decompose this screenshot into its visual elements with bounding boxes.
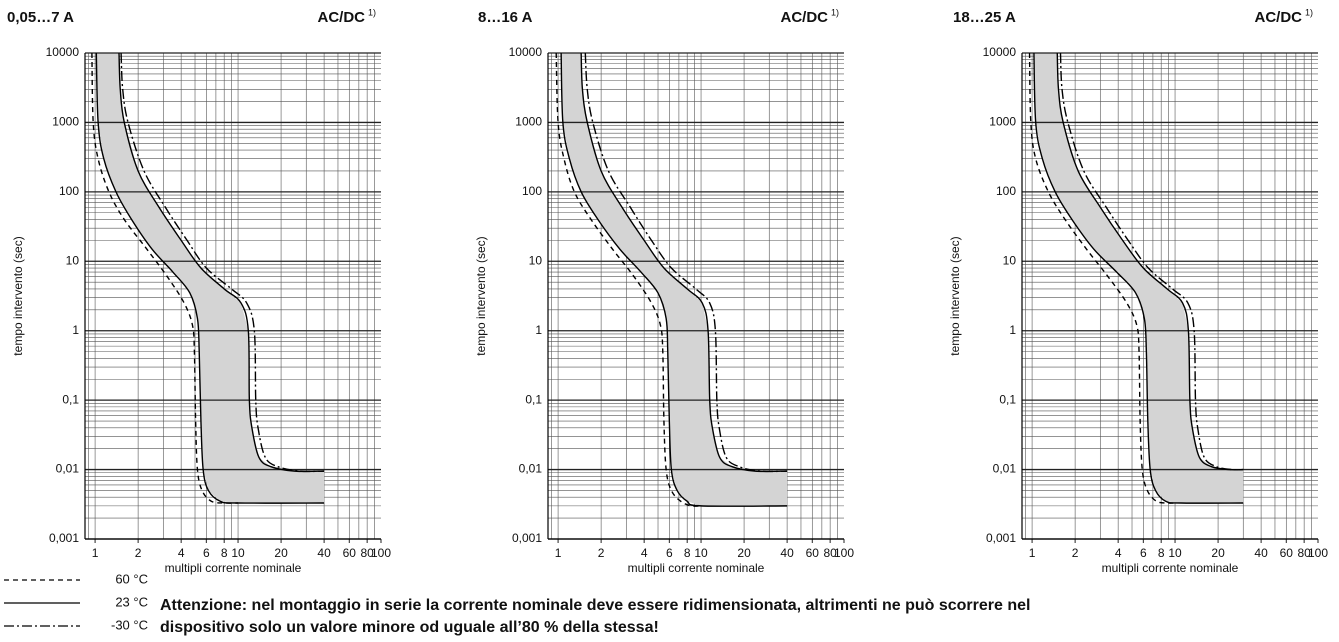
y-axis-label: tempo intervento (sec) (474, 236, 488, 355)
y-axis-label: tempo intervento (sec) (948, 236, 962, 355)
curve (95, 52, 325, 504)
x-tick-label: 80 (823, 546, 837, 560)
x-tick-label: 1 (1029, 546, 1036, 560)
x-tick-label: 60 (343, 546, 357, 560)
curve (120, 52, 325, 473)
y-tick-label: 100 (522, 184, 542, 198)
legend-label: 60 °C (115, 571, 148, 586)
x-tick-label: 4 (641, 546, 648, 560)
y-axis-label: tempo intervento (sec) (11, 236, 25, 355)
x-tick-label: 2 (135, 546, 142, 560)
footnote-mark: 1) (368, 7, 376, 17)
y-tick-label: 1000 (515, 115, 542, 129)
curve (584, 52, 788, 473)
x-tick-label: 40 (317, 546, 331, 560)
y-tick-label: 10000 (983, 45, 1017, 59)
chart-subtitle: AC/DC (781, 9, 829, 26)
tolerance-band (561, 53, 788, 506)
chart-title: 18…25 A (953, 9, 1016, 26)
y-tick-label: 100 (996, 184, 1016, 198)
y-tick-label: 1 (72, 323, 79, 337)
y-tick-label: 1 (1009, 323, 1016, 337)
note: dispositivo solo un valore minore od ugu… (160, 619, 659, 636)
x-tick-label: 2 (598, 546, 605, 560)
x-tick-label: 6 (1140, 546, 1147, 560)
legend-label: 23 °C (115, 594, 148, 609)
y-tick-label: 0,001 (512, 531, 542, 545)
curve (118, 52, 325, 473)
x-tick-label: 80 (1297, 546, 1311, 560)
y-tick-label: 0,001 (49, 531, 79, 545)
curve (91, 52, 239, 504)
tolerance-band (96, 53, 325, 504)
x-tick-label: 100 (834, 546, 854, 560)
footnote-mark: 1) (1305, 7, 1313, 17)
x-axis-label: multipli corrente nominale (1102, 561, 1239, 575)
y-tick-label: 1000 (989, 115, 1016, 129)
y-tick-label: 10 (66, 253, 80, 267)
x-tick-label: 10 (1168, 546, 1182, 560)
chart-subtitle: AC/DC (318, 9, 366, 26)
footnote-mark: 1) (831, 7, 839, 17)
y-tick-label: 10 (1003, 253, 1017, 267)
x-tick-label: 40 (1254, 546, 1268, 560)
y-tick-label: 0,01 (56, 462, 80, 476)
chart: 0,05…7 A AC/DC 1) 0,001 0,01 0,1 1 10 100 1000 100… (7, 7, 391, 575)
x-tick-label: 6 (666, 546, 673, 560)
x-tick-label: 2 (1072, 546, 1079, 560)
curve (1028, 52, 1176, 504)
y-tick-label: 0,1 (999, 392, 1016, 406)
curve (560, 52, 788, 507)
x-tick-label: 4 (178, 546, 185, 560)
x-tick-label: 100 (371, 546, 391, 560)
x-tick-label: 1 (92, 546, 99, 560)
chart-title: 8…16 A (478, 9, 533, 26)
tolerance-band (1033, 53, 1244, 504)
y-tick-label: 10000 (509, 45, 543, 59)
x-tick-label: 100 (1308, 546, 1328, 560)
chart-subtitle: AC/DC (1255, 9, 1303, 26)
x-axis-label: multipli corrente nominale (628, 561, 765, 575)
y-tick-label: 0,01 (519, 462, 543, 476)
x-tick-label: 60 (1280, 546, 1294, 560)
x-tick-label: 8 (684, 546, 691, 560)
x-tick-label: 8 (221, 546, 228, 560)
legend-label: -30 °C (111, 617, 148, 632)
note: Attenzione: nel montaggio in serie la co… (160, 597, 1030, 614)
y-tick-label: 0,1 (525, 392, 542, 406)
x-tick-label: 10 (694, 546, 708, 560)
x-tick-label: 20 (1211, 546, 1225, 560)
curve (1056, 52, 1244, 471)
y-tick-label: 100 (59, 184, 79, 198)
x-tick-label: 10 (231, 546, 245, 560)
x-tick-label: 8 (1158, 546, 1165, 560)
y-tick-label: 10 (529, 253, 543, 267)
curve (555, 52, 702, 507)
curve (1059, 52, 1244, 471)
y-tick-label: 10000 (46, 45, 80, 59)
chart: 18…25 A AC/DC 1) 0,001 0,01 0,1 1 10 100 1000 1000… (948, 7, 1328, 575)
x-tick-label: 1 (555, 546, 562, 560)
x-tick-label: 20 (274, 546, 288, 560)
y-tick-label: 0,1 (62, 392, 79, 406)
y-tick-label: 0,001 (986, 531, 1016, 545)
x-tick-label: 20 (737, 546, 751, 560)
y-tick-label: 1 (535, 323, 542, 337)
x-axis-label: multipli corrente nominale (165, 561, 302, 575)
x-tick-label: 6 (203, 546, 210, 560)
x-tick-label: 60 (806, 546, 820, 560)
curve (1033, 52, 1244, 504)
curve (580, 52, 788, 473)
y-tick-label: 0,01 (993, 462, 1017, 476)
chart: 8…16 A AC/DC 1) 0,001 0,01 0,1 1 10 100 1000 10000… (474, 7, 854, 575)
chart-title: 0,05…7 A (7, 9, 74, 26)
x-tick-label: 4 (1115, 546, 1122, 560)
y-tick-label: 1000 (52, 115, 79, 129)
x-tick-label: 80 (360, 546, 374, 560)
x-tick-label: 40 (780, 546, 794, 560)
